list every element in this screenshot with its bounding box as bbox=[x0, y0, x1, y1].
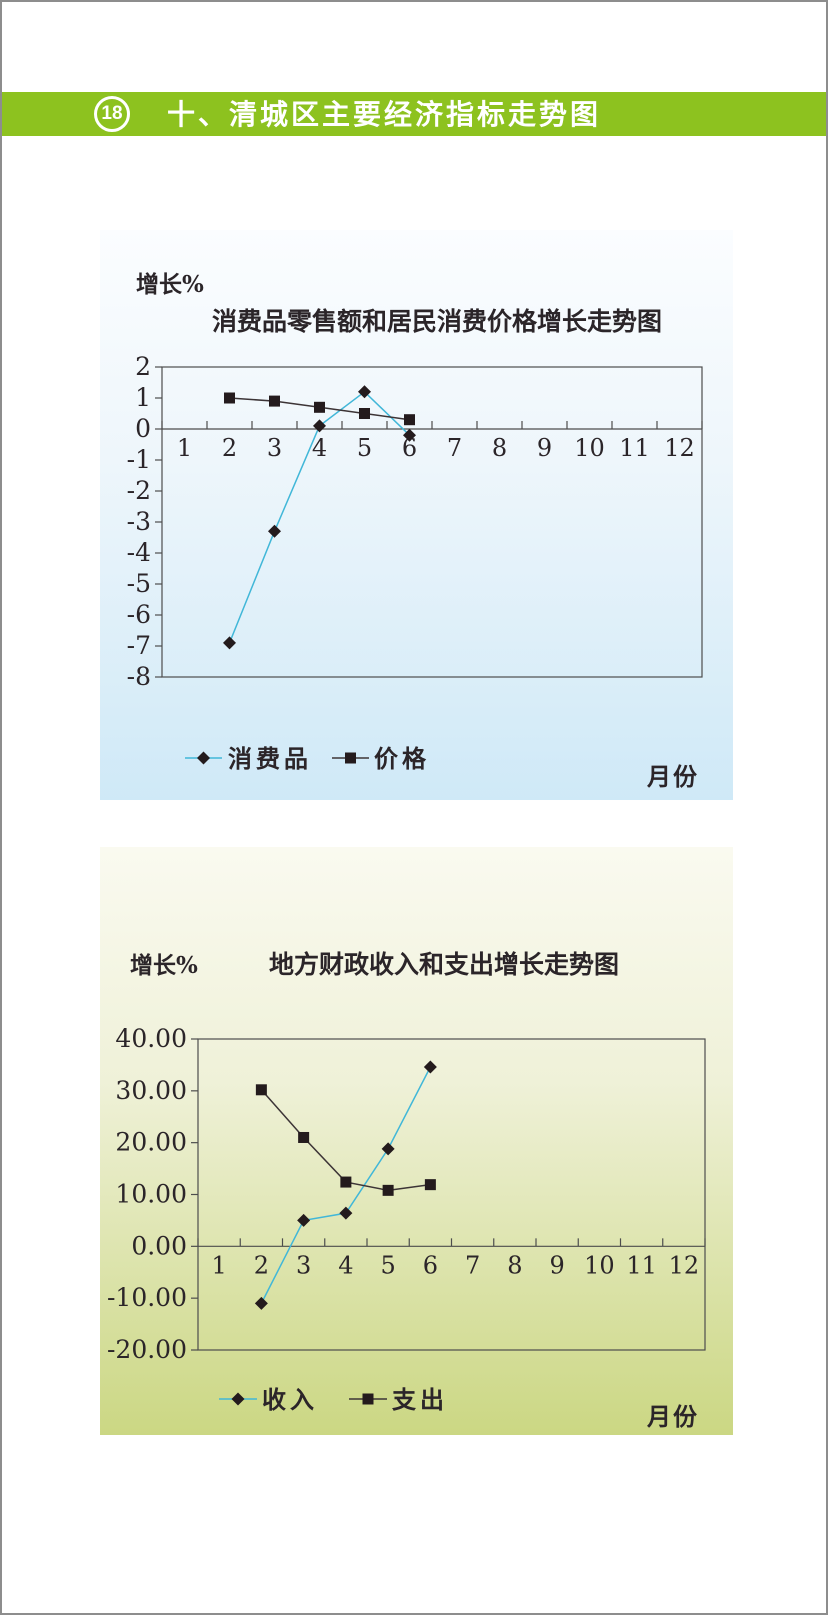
x-tick-label: 3 bbox=[296, 1251, 311, 1279]
x-axis-label: 月份 bbox=[646, 762, 699, 791]
data-point-marker bbox=[314, 401, 325, 413]
x-tick-label: 1 bbox=[211, 1251, 226, 1279]
data-point-marker bbox=[381, 1142, 395, 1156]
data-point-marker bbox=[404, 414, 415, 426]
y-tick-label: -7 bbox=[127, 631, 151, 660]
page-number-badge: 18 bbox=[94, 96, 130, 132]
y-tick-label: 40.00 bbox=[115, 1024, 187, 1053]
plot-area bbox=[197, 1038, 706, 1351]
x-tick-label: 8 bbox=[492, 434, 507, 462]
chart-panel-consumer: 增长% 消费品零售额和居民消费价格增长走势图 2 1 0 -1 -2 -3 -4 -5 -6 -7 -8… bbox=[100, 230, 733, 800]
section-header: 18 十、清城区主要经济指标走势图 bbox=[2, 92, 826, 136]
data-point-marker bbox=[313, 419, 326, 433]
x-tick-label: 5 bbox=[357, 434, 372, 462]
data-point-marker bbox=[339, 1206, 353, 1220]
y-tick-label: -10.00 bbox=[107, 1283, 187, 1312]
data-point-marker bbox=[403, 428, 416, 442]
series-line bbox=[260, 1089, 431, 1192]
y-tick-label: -8 bbox=[127, 662, 151, 691]
chart-panel-fiscal: 增长% 地方财政收入和支出增长走势图 40.00 30.00 20.00 10.00 0.0… bbox=[100, 847, 733, 1435]
data-point-marker bbox=[358, 385, 371, 399]
x-tick-label: 6 bbox=[423, 1251, 438, 1279]
legend-item-label: 支出 bbox=[392, 1385, 448, 1414]
data-point-marker bbox=[424, 1179, 436, 1191]
x-tick-label: 3 bbox=[267, 434, 282, 462]
data-point-marker bbox=[255, 1084, 267, 1096]
x-tick-label: 8 bbox=[507, 1251, 522, 1279]
legend-item-label: 价格 bbox=[374, 744, 430, 773]
x-tick-label: 2 bbox=[254, 1251, 269, 1279]
x-tick-label: 12 bbox=[664, 434, 695, 462]
y-tick-label: -20.00 bbox=[107, 1335, 187, 1364]
data-point-marker bbox=[297, 1213, 311, 1227]
y-tick-label: -5 bbox=[127, 569, 151, 598]
data-point-marker bbox=[298, 1131, 310, 1143]
x-tick-label: 7 bbox=[465, 1251, 480, 1279]
y-axis-label: 增长% bbox=[136, 271, 204, 298]
x-tick-label: 5 bbox=[380, 1251, 395, 1279]
y-tick-label: -2 bbox=[127, 476, 151, 505]
fiscal-revenue-expenditure-chart: 增长% 地方财政收入和支出增长走势图 40.00 30.00 20.00 10.00 0.0… bbox=[107, 950, 706, 1431]
y-tick-label: 20.00 bbox=[115, 1128, 187, 1157]
legend-marker bbox=[345, 752, 356, 764]
x-tick-label: 11 bbox=[619, 434, 650, 462]
page-number: 18 bbox=[101, 103, 123, 124]
consumer-goods-price-chart: 增长%消费品零售额和居民消费价格增长走势图210-1-2-3-4-5-6-7-8… bbox=[127, 271, 703, 791]
legend-marker bbox=[197, 751, 210, 765]
x-tick-label: 12 bbox=[669, 1251, 700, 1279]
y-tick-label: 0 bbox=[135, 414, 151, 443]
y-tick-label: 2 bbox=[135, 352, 151, 381]
x-tick-label: 9 bbox=[549, 1251, 564, 1279]
plot-area bbox=[161, 366, 703, 678]
data-point-marker bbox=[223, 636, 236, 650]
y-tick-label: 1 bbox=[135, 383, 151, 412]
y-tick-label: -6 bbox=[127, 600, 151, 629]
legend-marker bbox=[231, 1392, 245, 1406]
x-tick-label: 9 bbox=[537, 434, 552, 462]
chart-title: 消费品零售额和居民消费价格增长走势图 bbox=[212, 307, 662, 336]
legend-item-label: 收入 bbox=[262, 1385, 318, 1414]
y-tick-label: -3 bbox=[127, 507, 151, 536]
x-tick-label: 6 bbox=[402, 434, 417, 462]
section-title: 十、清城区主要经济指标走势图 bbox=[167, 99, 602, 131]
y-tick-label: 0.00 bbox=[131, 1231, 187, 1260]
y-axis-label: 增长% bbox=[130, 952, 198, 979]
data-point-marker bbox=[423, 1060, 437, 1074]
legend-marker bbox=[362, 1393, 374, 1405]
x-tick-label: 1 bbox=[177, 434, 192, 462]
y-tick-label: 30.00 bbox=[115, 1076, 187, 1105]
x-axis-label: 月份 bbox=[646, 1402, 699, 1431]
chart-title: 地方财政收入和支出增长走势图 bbox=[269, 950, 619, 979]
y-tick-label: 10.00 bbox=[115, 1180, 187, 1209]
x-tick-label: 11 bbox=[626, 1251, 657, 1279]
data-point-marker bbox=[268, 524, 281, 538]
x-tick-label: 7 bbox=[447, 434, 462, 462]
x-tick-label: 4 bbox=[338, 1251, 353, 1279]
x-tick-label: 2 bbox=[222, 434, 237, 462]
data-point-marker bbox=[254, 1296, 268, 1310]
x-tick-label: 10 bbox=[584, 1251, 615, 1279]
data-point-marker bbox=[269, 395, 280, 407]
data-point-marker bbox=[224, 392, 235, 404]
y-tick-label: -4 bbox=[127, 538, 151, 567]
data-point-marker bbox=[359, 408, 370, 419]
x-tick-label: 4 bbox=[312, 434, 327, 462]
data-point-marker bbox=[340, 1176, 352, 1188]
data-point-marker bbox=[382, 1184, 394, 1196]
y-tick-label: -1 bbox=[127, 445, 151, 474]
legend-item-label: 消费品 bbox=[228, 744, 312, 773]
x-tick-label: 10 bbox=[574, 434, 605, 462]
